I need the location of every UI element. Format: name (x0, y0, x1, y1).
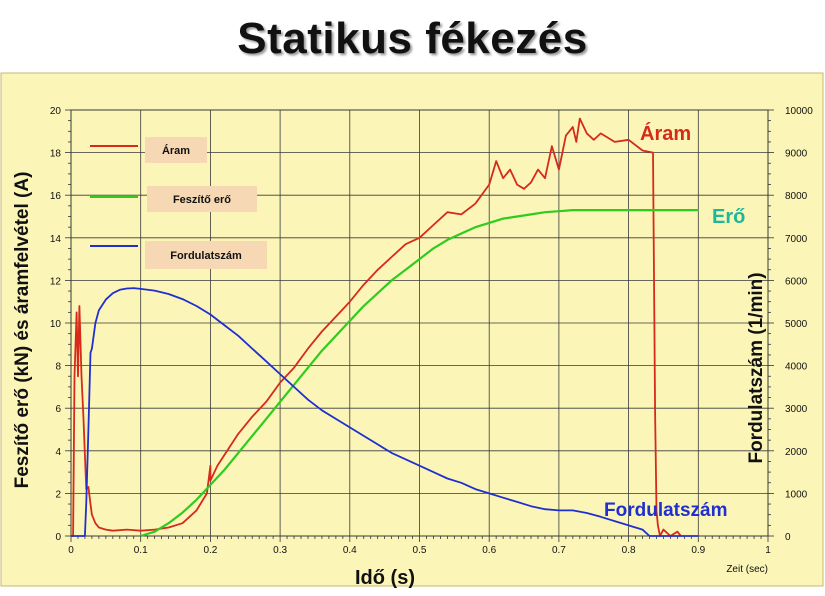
page-title: Statikus fékezés (237, 14, 588, 63)
y-right-axis-label: Fordulatszám (1/min) (746, 272, 767, 463)
x-tick-label: 0.7 (552, 545, 566, 556)
x-tick-label: 0.3 (273, 545, 287, 556)
x-tick-label: 0.9 (691, 545, 705, 556)
y-right-tick-label: 8000 (785, 191, 808, 202)
legend-label: Fordulatszám (170, 250, 242, 262)
annotation-ero: Erő (712, 206, 745, 228)
y-left-axis-label: Feszítő erő (kN) és áramfelvétel (A) (12, 172, 33, 489)
y-right-tick-label: 9000 (785, 149, 808, 160)
legend-label-box (145, 137, 207, 163)
y-right-tick-label: 5000 (785, 319, 808, 330)
y-right-tick-label: 3000 (785, 404, 808, 415)
legend-label-box (145, 241, 267, 269)
x-tick-label: 0.6 (482, 545, 496, 556)
legend-label-box (147, 186, 257, 212)
series-aram-line (71, 117, 682, 537)
legend-label: Feszítő erő (173, 194, 231, 206)
y-left-tick-label: 2 (55, 489, 61, 500)
y-left-tick-label: 20 (50, 106, 62, 117)
x-tick-label: 0.1 (134, 545, 148, 556)
y-left-tick-label: 8 (55, 362, 61, 373)
y-left-tick-label: 0 (55, 532, 61, 543)
y-left-tick-label: 14 (50, 234, 62, 245)
y-left-tick-label: 12 (50, 276, 62, 287)
x-tick-label: 0.5 (413, 545, 427, 556)
y-left-tick-label: 18 (50, 149, 62, 160)
y-right-tick-label: 2000 (785, 447, 808, 458)
x-tick-label: 0.8 (622, 545, 636, 556)
x-tick-label: 0 (68, 545, 74, 556)
y-left-tick-label: 4 (55, 447, 61, 458)
y-right-tick-label: 7000 (785, 234, 808, 245)
series-group (71, 117, 699, 538)
y-left-tick-label: 6 (55, 404, 61, 415)
axis-labels: Idő (s) Zeit (sec) Feszítő erő (kN) és á… (12, 172, 768, 589)
series-ero-line (140, 209, 699, 538)
x-tick-label: 0.4 (343, 545, 357, 556)
y-right-tick-label: 6000 (785, 276, 808, 287)
x-tick-label: 0.2 (203, 545, 217, 556)
y-right-tick-label: 4000 (785, 362, 808, 373)
x-axis-unit: Zeit (sec) (726, 564, 768, 575)
y-right-tick-label: 10000 (785, 106, 813, 117)
annotations: Áram Erő Fordulatszám (604, 122, 745, 521)
annotation-fordulatszam: Fordulatszám (604, 500, 728, 521)
axis-ticks: 0 0.1 0.2 0.3 0.4 0.5 0.6 0.7 0.8 0.9 102468101214… (50, 106, 813, 556)
y-right-tick-label: 0 (785, 532, 791, 543)
y-left-tick-label: 10 (50, 319, 62, 330)
y-right-tick-label: 1000 (785, 489, 808, 500)
legend-label: Áram (162, 144, 190, 157)
legend: Áram Feszítő erő Fordulatszám (90, 137, 267, 269)
y-left-tick-label: 16 (50, 191, 62, 202)
x-tick-label: 1 (765, 545, 771, 556)
annotation-aram: Áram (640, 122, 691, 145)
series-fordulatszam-line (71, 287, 699, 537)
x-axis-label: Idő (s) (355, 567, 415, 589)
